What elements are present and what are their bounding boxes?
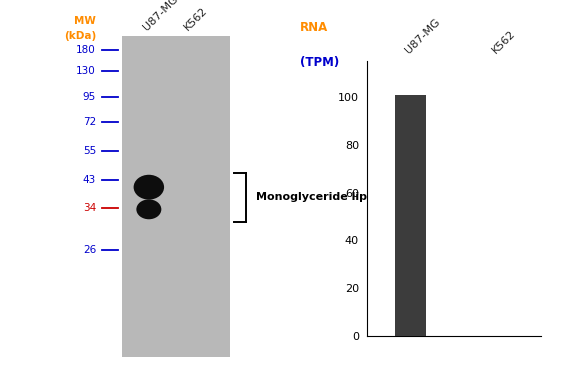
Text: U87-MG: U87-MG: [403, 17, 442, 56]
Text: K562: K562: [491, 29, 517, 56]
Text: Monoglyceride lipase: Monoglyceride lipase: [256, 192, 389, 202]
Text: 55: 55: [83, 146, 96, 156]
Text: 43: 43: [83, 175, 96, 185]
Ellipse shape: [134, 175, 164, 199]
Text: 34: 34: [83, 203, 96, 213]
Bar: [122, 36, 230, 357]
Text: 26: 26: [83, 245, 96, 255]
Text: (TPM): (TPM): [300, 57, 339, 70]
Text: 180: 180: [76, 45, 96, 55]
Bar: [395, 95, 425, 336]
Text: (kDa): (kDa): [64, 31, 96, 41]
Ellipse shape: [136, 199, 161, 219]
Text: MW: MW: [74, 16, 96, 26]
Text: RNA: RNA: [300, 21, 329, 34]
Text: K562: K562: [182, 5, 209, 32]
Text: 72: 72: [83, 117, 96, 127]
Text: 130: 130: [76, 66, 96, 76]
Text: U87-MG: U87-MG: [142, 0, 180, 32]
Text: 95: 95: [83, 92, 96, 102]
